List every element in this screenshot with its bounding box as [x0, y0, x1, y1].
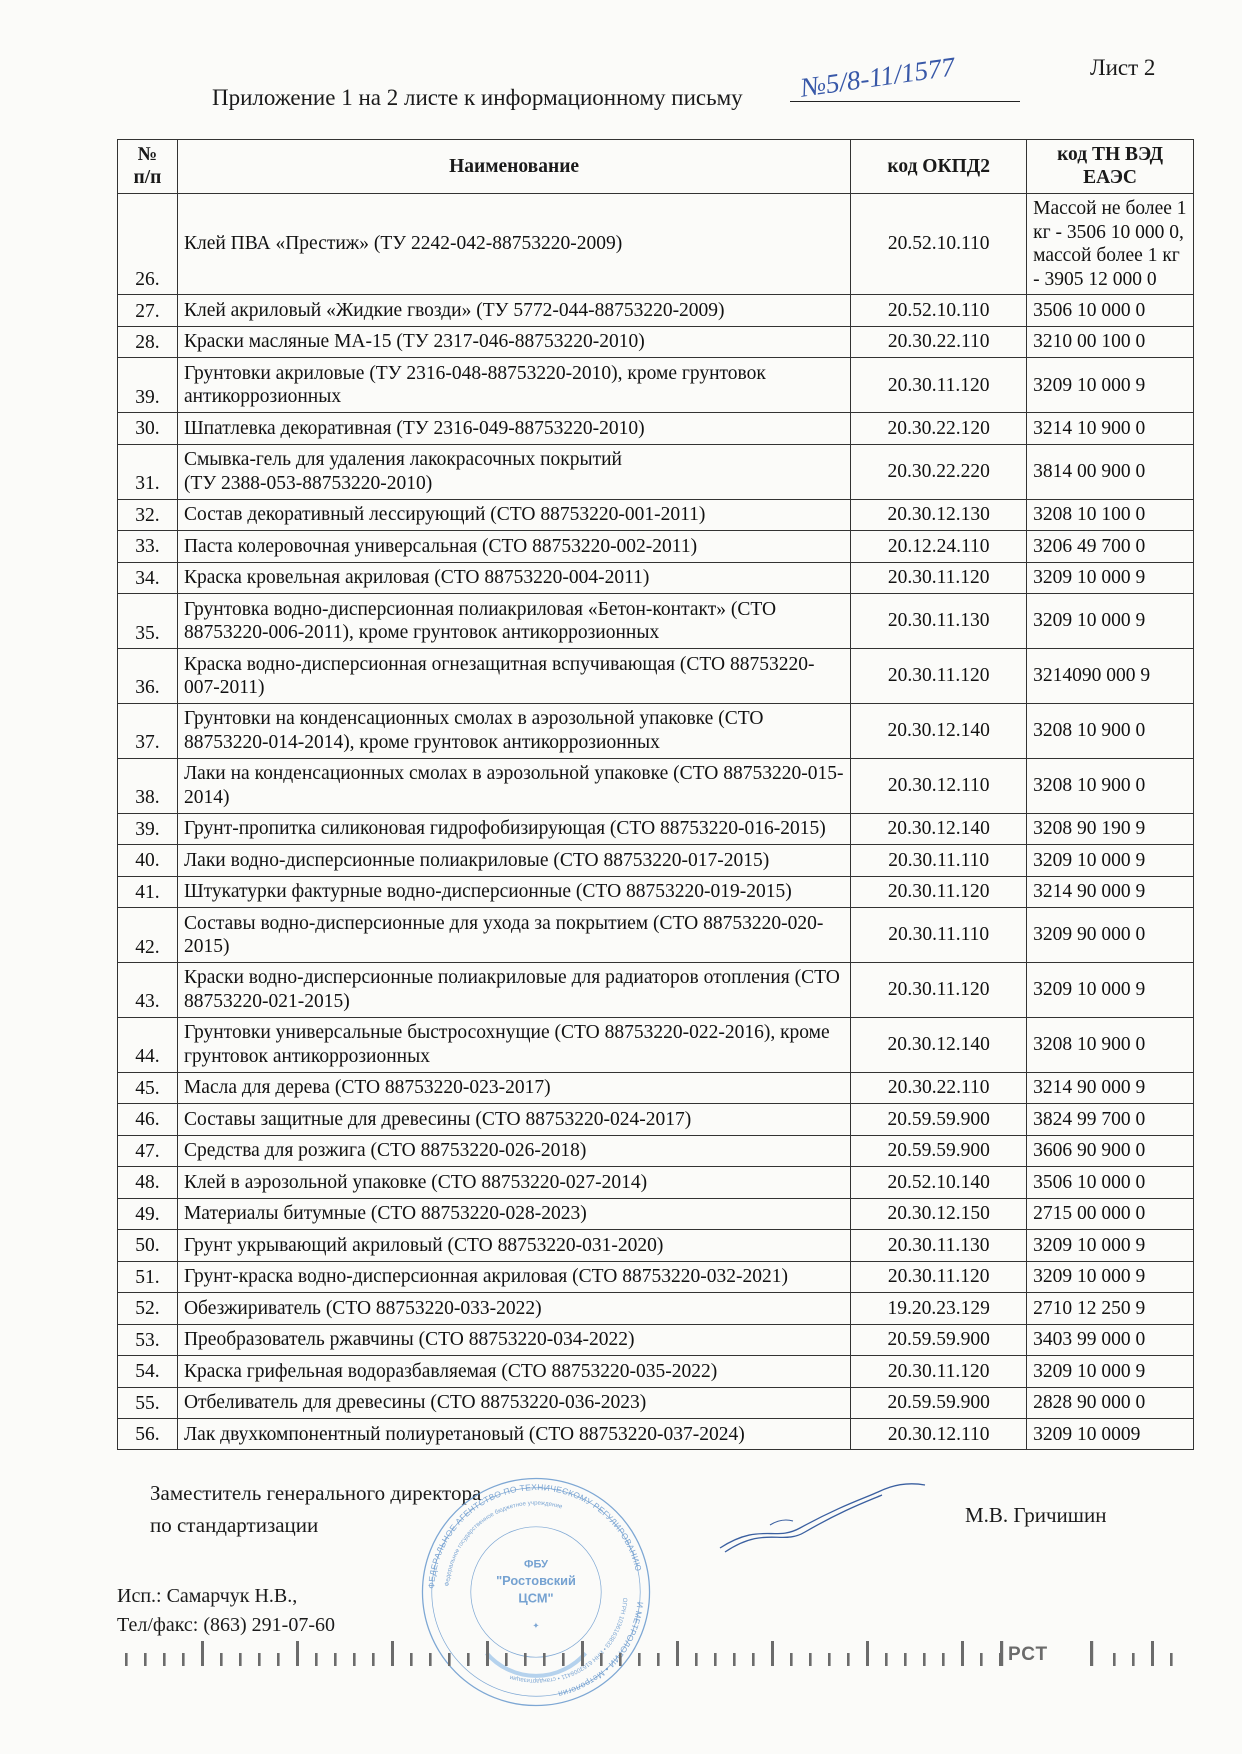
- svg-text:ФБУ: ФБУ: [524, 1559, 548, 1571]
- svg-text:ЦСМ": ЦСМ": [518, 1590, 553, 1605]
- svg-text:"Ростовский: "Ростовский: [496, 1573, 576, 1588]
- svg-text:РСТ: РСТ: [1008, 1644, 1048, 1665]
- svg-text:✦: ✦: [532, 1621, 540, 1631]
